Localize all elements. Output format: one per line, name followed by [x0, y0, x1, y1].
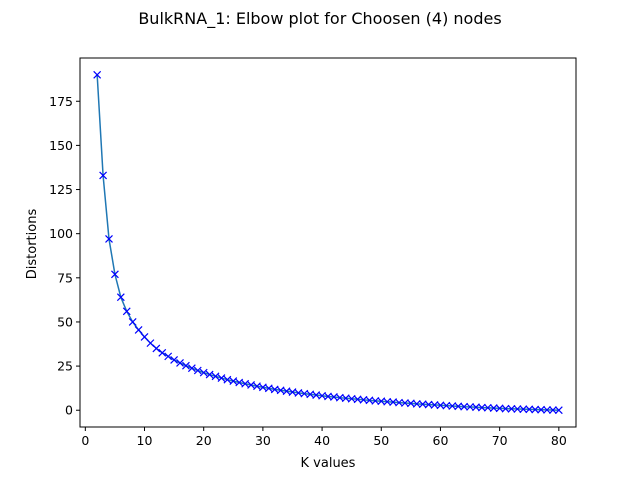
- data-point-marker: [122, 307, 131, 316]
- y-axis-label: Distortions: [25, 209, 40, 280]
- data-point-marker: [164, 352, 173, 361]
- data-point-marker: [205, 370, 214, 379]
- x-tick-label: 50: [373, 433, 389, 448]
- data-point-marker: [513, 405, 522, 413]
- data-point-marker: [448, 402, 457, 410]
- data-point-marker: [247, 381, 255, 389]
- data-point-marker: [105, 235, 113, 243]
- x-axis-label: K values: [301, 456, 356, 471]
- data-point-marker: [495, 404, 504, 413]
- x-tick-label: 20: [196, 433, 212, 448]
- data-point-marker: [472, 403, 480, 412]
- y-tick-label: 125: [49, 182, 73, 197]
- data-point-marker: [158, 348, 167, 357]
- data-point-marker: [531, 405, 540, 414]
- data-point-marker: [554, 406, 563, 415]
- data-point-marker: [543, 405, 551, 414]
- data-point-marker: [182, 361, 190, 370]
- plot-frame: [79, 57, 577, 428]
- x-tick-label: 80: [551, 433, 567, 448]
- data-point-marker: [489, 404, 498, 413]
- data-point-marker: [537, 405, 546, 414]
- data-point-marker: [140, 333, 149, 341]
- data-point-marker: [134, 325, 143, 334]
- data-point-marker: [383, 397, 392, 406]
- data-point-marker: [418, 400, 427, 409]
- data-point-marker: [525, 405, 534, 414]
- data-point-marker: [548, 406, 557, 414]
- data-point-marker: [128, 318, 137, 326]
- data-point-marker: [507, 404, 516, 413]
- x-tick-label: 70: [492, 433, 508, 448]
- x-tick-label: 10: [137, 433, 153, 448]
- data-point-marker: [170, 355, 179, 364]
- data-point-marker: [442, 401, 451, 410]
- data-point-marker: [430, 401, 439, 409]
- data-point-marker: [424, 400, 433, 409]
- data-point-marker: [371, 396, 380, 405]
- data-point-marker: [466, 402, 474, 411]
- axis-ticks: 0 10 20 30 40 50 60 70 80 0 25 50 75 100 125 150 175: [49, 94, 567, 448]
- data-point-marker: [501, 404, 510, 413]
- data-point-marker: [193, 366, 202, 375]
- data-point-marker: [217, 374, 226, 383]
- data-point-marker: [395, 398, 403, 407]
- data-point-marker: [93, 70, 102, 79]
- data-point-marker: [519, 405, 528, 414]
- x-tick-label: 0: [81, 433, 89, 448]
- y-tick-label: 100: [49, 226, 73, 241]
- data-point-marker: [99, 171, 108, 180]
- y-tick-label: 75: [57, 270, 73, 285]
- data-point-marker: [176, 358, 184, 367]
- data-point-marker: [211, 372, 220, 381]
- data-point-marker: [235, 378, 244, 387]
- data-point-marker: [460, 402, 469, 411]
- y-tick-label: 50: [57, 314, 73, 329]
- chart-title: BulkRNA_1: Elbow plot for Choosen (4) no…: [138, 9, 501, 29]
- data-point-marker: [116, 293, 125, 302]
- x-tick-label: 40: [314, 433, 330, 448]
- data-point-marker: [401, 399, 409, 407]
- plot-series: [93, 70, 563, 415]
- data-point-marker: [187, 364, 196, 373]
- data-point-marker: [110, 270, 119, 279]
- data-point-marker: [483, 403, 492, 412]
- data-point-marker: [199, 368, 208, 377]
- series-line: [96, 74, 559, 411]
- data-point-marker: [436, 401, 445, 410]
- y-tick-label: 0: [65, 403, 73, 418]
- data-point-marker: [152, 344, 161, 353]
- data-point-marker: [412, 399, 421, 408]
- data-point-marker: [241, 379, 250, 388]
- y-tick-label: 150: [49, 138, 73, 153]
- y-tick-label: 25: [57, 359, 73, 374]
- data-point-marker: [477, 403, 486, 412]
- data-point-marker: [454, 402, 463, 411]
- data-point-marker: [229, 377, 238, 386]
- x-tick-label: 60: [433, 433, 449, 448]
- data-point-marker: [223, 375, 232, 384]
- y-tick-label: 175: [49, 94, 73, 109]
- x-tick-label: 30: [255, 433, 271, 448]
